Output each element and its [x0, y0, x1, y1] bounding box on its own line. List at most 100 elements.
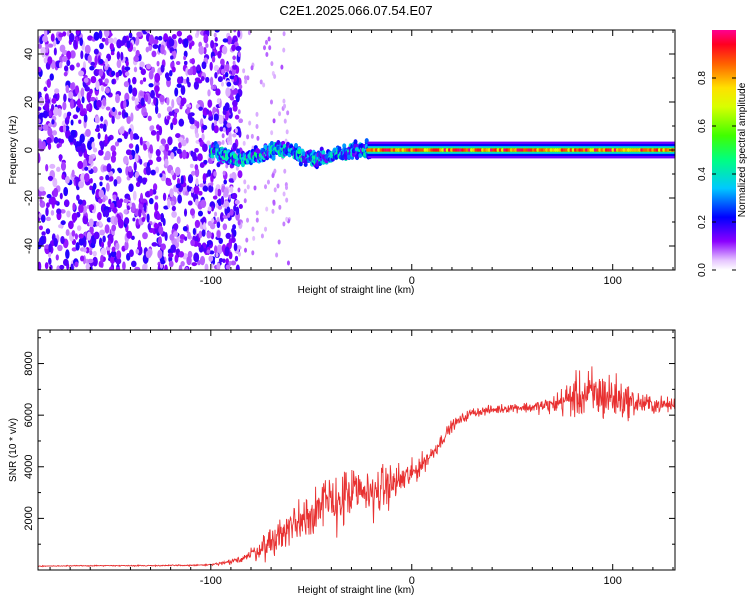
spectrogram-cell	[176, 30, 183, 37]
spectrogram-cell	[100, 254, 104, 264]
spectrogram-cell	[87, 258, 94, 264]
spectrogram-cell	[53, 47, 57, 56]
snr-marks	[38, 366, 675, 568]
spectrogram-cell	[503, 148, 506, 152]
spectrogram-cell	[124, 240, 129, 251]
spectrogram-cell	[500, 148, 504, 152]
spectrogram-cell	[207, 99, 213, 108]
spectrogram-cell	[147, 223, 151, 231]
spectrogram-cell	[80, 50, 84, 60]
spectrogram-cell	[162, 192, 167, 201]
spectrogram-cell	[246, 184, 250, 190]
spectrogram-cell	[87, 140, 93, 151]
spectrogram-cell	[368, 148, 372, 152]
spectrogram-cell	[46, 202, 50, 208]
spectrogram-cell	[273, 187, 277, 193]
spectrogram-cell	[580, 148, 584, 152]
spectrogram-cell	[71, 247, 77, 252]
spectrogram-cell	[59, 264, 65, 270]
spectrogram-cell	[133, 55, 140, 62]
spectrogram-cell	[276, 183, 280, 189]
spectrogram-cell	[128, 32, 133, 39]
spectrogram-cell	[231, 44, 236, 52]
spectrogram-cell	[237, 109, 241, 115]
spectrogram-cell	[125, 60, 129, 67]
spectrogram-cell	[104, 133, 108, 144]
spectrogram-cell	[264, 39, 268, 45]
spectrogram-cell	[183, 208, 188, 217]
spectrogram-cell	[217, 76, 223, 83]
spectrogram-cell	[112, 206, 118, 214]
spectrogram-cell	[78, 233, 84, 239]
spectrogram-cell	[560, 148, 564, 152]
spectrogram-cell	[130, 112, 134, 122]
spectrogram-cell	[58, 154, 63, 162]
spectrogram-cell	[214, 72, 218, 79]
spectrogram-cell	[285, 197, 289, 203]
spectrogram-cell	[182, 225, 188, 232]
spectrogram-cell	[542, 148, 546, 152]
spectrogram-cell	[273, 168, 277, 174]
spectrogram-cell	[92, 147, 98, 153]
spectrogram-cell	[65, 249, 70, 260]
spectrogram-cell	[102, 97, 107, 107]
spectrogram-cell	[255, 217, 259, 223]
spectrogram-cell	[214, 30, 220, 33]
spectrogram-cell	[64, 65, 69, 72]
spectrogram-cell	[220, 64, 225, 70]
spectrogram-cell	[45, 228, 51, 235]
spectrogram-cell	[113, 179, 118, 187]
spectrogram-cell	[110, 202, 115, 210]
spectrogram-cell	[432, 148, 436, 152]
spectrogram-cell	[149, 144, 153, 154]
spectrogram-cell	[128, 183, 134, 192]
spectrogram-cell	[228, 177, 234, 183]
spectrogram-cell	[61, 55, 68, 63]
spectrogram-cell	[91, 234, 95, 245]
spectrogram-cell	[46, 137, 52, 144]
spectrogram-cell	[514, 148, 518, 152]
spectrogram-cell	[234, 114, 240, 120]
spectrogram-cell	[222, 258, 226, 263]
spectrogram-cell	[203, 34, 209, 44]
spectrogram-cell	[243, 198, 247, 204]
spectrogram-cell	[259, 79, 263, 85]
spectrogram-cell	[99, 175, 104, 181]
spectrogram-cell	[43, 86, 48, 92]
spectrogram-cell	[71, 212, 78, 222]
spectrogram-cell	[145, 166, 150, 173]
spectrogram-cell	[498, 148, 502, 152]
spectrogram-cell	[244, 75, 248, 81]
spectrogram-cell	[434, 148, 438, 152]
spectrogram-cell	[72, 138, 77, 146]
spectrogram-cell	[217, 69, 221, 75]
spectrogram-cell	[115, 266, 121, 270]
spectrogram-cell	[103, 30, 110, 38]
spectrogram-cell	[226, 122, 232, 128]
spectrogram-cell	[100, 141, 105, 151]
spectrogram-cell	[221, 69, 225, 75]
spectrogram-cell	[94, 128, 100, 133]
spectrogram-cell	[602, 148, 606, 152]
spectrogram-cell	[228, 194, 232, 200]
spectrogram-cell	[65, 84, 70, 94]
spectrogram-cell	[271, 155, 276, 161]
spectrogram-cell	[148, 70, 154, 80]
spectrogram-cell	[190, 188, 194, 194]
spectrogram-cell	[390, 148, 394, 152]
spectrogram-cell	[97, 198, 103, 204]
spectrogram-cell	[83, 159, 87, 167]
spectrogram-cell	[172, 146, 178, 151]
spectrogram-cell	[186, 256, 192, 266]
spectrogram-cell	[269, 99, 273, 105]
spectrogram-cell	[225, 87, 231, 97]
spectrogram-cell	[272, 199, 276, 205]
spectrogram-cell	[38, 124, 43, 131]
spectrogram-cell	[649, 148, 652, 152]
spectrogram-cell	[102, 235, 106, 243]
spectrogram-cell	[84, 86, 90, 92]
spectrogram-cell	[282, 31, 286, 37]
spectrogram-cell	[202, 143, 208, 153]
spectrogram-cell	[194, 167, 200, 178]
spectrogram-cell	[173, 113, 177, 119]
